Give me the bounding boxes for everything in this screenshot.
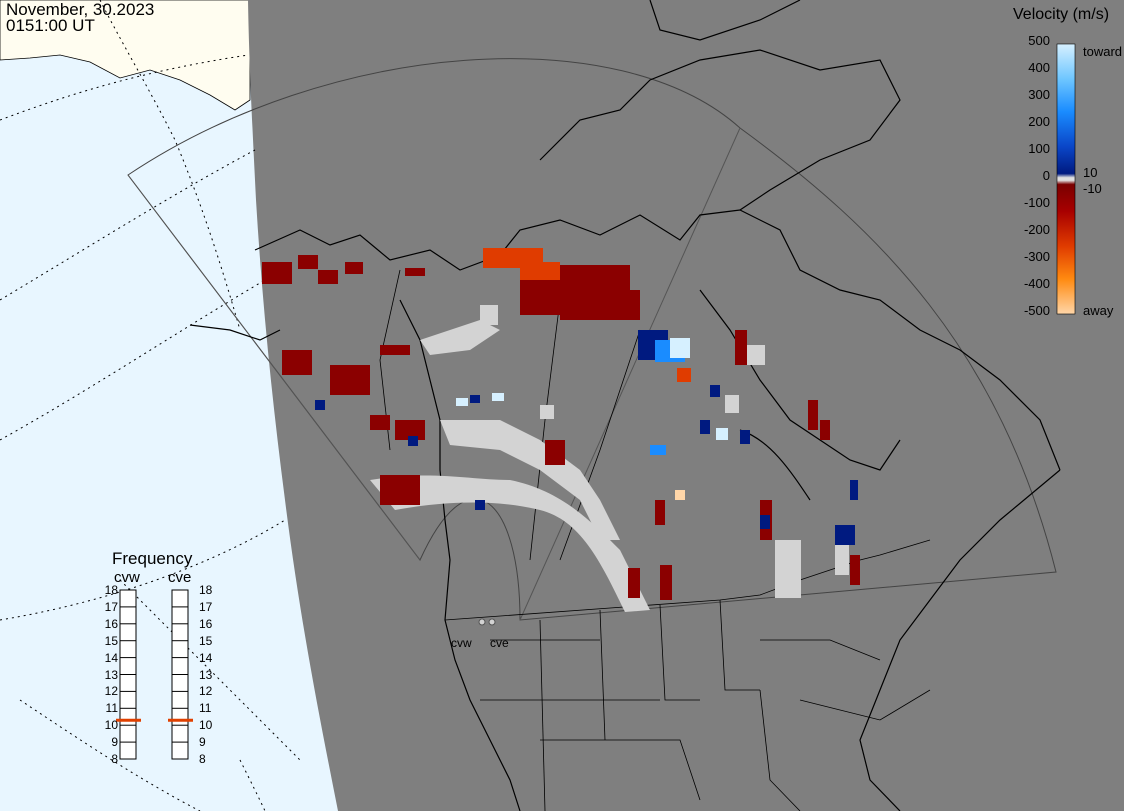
frequency-tick-label: 8 xyxy=(199,752,206,766)
site-label-cvw: cvw xyxy=(451,636,472,650)
away-label: away xyxy=(1083,303,1114,318)
velocity-tick-label: -300 xyxy=(1023,249,1050,264)
velocity-scatter xyxy=(262,248,860,600)
frequency-grid xyxy=(120,589,188,760)
frequency-tick-label: 14 xyxy=(199,650,213,665)
velocity-tick-label: -400 xyxy=(1023,276,1050,291)
radar-site-marker xyxy=(488,618,496,626)
toward-label: toward xyxy=(1083,44,1123,59)
velocity-inner-tick: -10 xyxy=(1083,181,1102,196)
frequency-tick-label: 9 xyxy=(199,735,206,750)
velocity-scale-title: Velocity (m/s) xyxy=(1013,6,1110,23)
night-region xyxy=(248,0,1124,811)
time-label: 0151:00 UT xyxy=(6,16,95,35)
frequency-tick-label: 17 xyxy=(199,599,213,614)
frequency-tick-label: 12 xyxy=(104,684,118,699)
velocity-tick-label: 300 xyxy=(1028,87,1050,102)
frequency-tick-label: 17 xyxy=(104,599,118,614)
radar-label-cvw: cvw xyxy=(114,569,140,586)
radar-site-marker xyxy=(478,618,486,626)
velocity-tick-label: -200 xyxy=(1023,222,1050,237)
frequency-tick-label: 16 xyxy=(199,616,213,631)
frequency-tick-label: 13 xyxy=(104,667,118,682)
velocity-tick-label: 400 xyxy=(1028,60,1050,75)
velocity-tick-label: 200 xyxy=(1028,114,1050,129)
date-label: November, 30.2023 xyxy=(6,0,155,19)
frequency-tick-label: 16 xyxy=(104,616,118,631)
frequency-tick-label: 13 xyxy=(199,667,213,682)
frequency-tick-label: 9 xyxy=(111,735,118,750)
borders xyxy=(379,269,931,811)
velocity-colorbar xyxy=(1056,43,1076,315)
frequency-tick-label: 10 xyxy=(199,718,213,733)
frequency-tick-label: 18 xyxy=(199,583,213,597)
velocity-tick-label: 500 xyxy=(1028,33,1050,48)
velocity-tick-label: -500 xyxy=(1023,303,1050,318)
field-of-view-outline xyxy=(127,58,1057,621)
frequency-tick-label: 11 xyxy=(105,701,118,716)
site-label-cve: cve xyxy=(490,636,509,650)
velocity-tick-label: 100 xyxy=(1028,141,1050,156)
sunlit-land-alaska xyxy=(0,0,251,111)
velocity-tick-label: 0 xyxy=(1042,168,1050,183)
frequency-tick-label: 10 xyxy=(104,718,118,733)
velocity-inner-tick: 10 xyxy=(1083,165,1098,180)
frequency-tick-label: 15 xyxy=(104,633,118,648)
velocity-tick-label: -100 xyxy=(1023,195,1050,210)
frequency-tick-label: 18 xyxy=(104,583,118,597)
frequency-tick-label: 15 xyxy=(199,633,213,648)
frequency-tick-label: 14 xyxy=(104,650,118,665)
frequency-title: Frequency xyxy=(112,549,193,568)
latitude-grid xyxy=(0,0,301,811)
radar-label-cve: cve xyxy=(168,569,192,586)
frequency-tick-label: 11 xyxy=(199,701,212,716)
coastlines xyxy=(189,0,1061,811)
frequency-tick-label: 12 xyxy=(199,684,213,699)
frequency-tick-label: 8 xyxy=(111,752,118,766)
